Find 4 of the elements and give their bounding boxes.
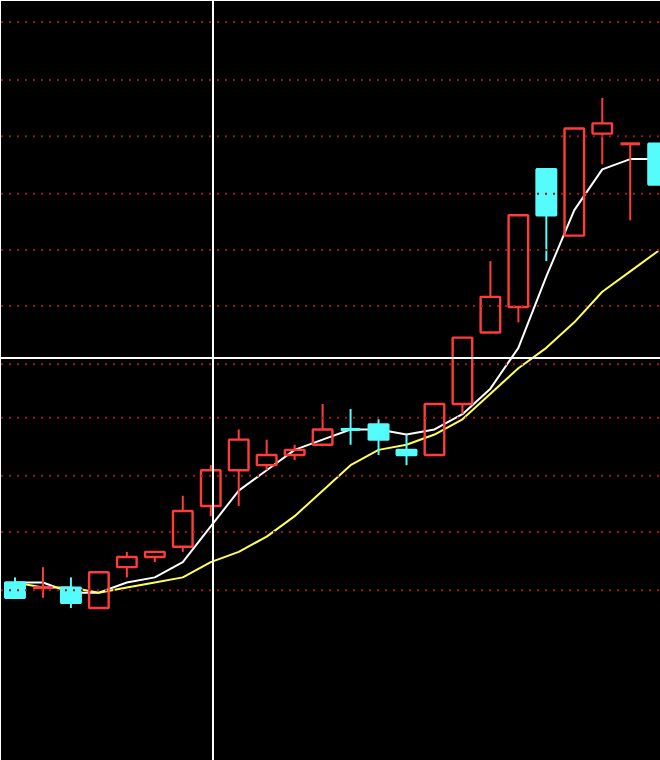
candlestick [395,433,418,467]
candlestick [591,96,614,166]
candlestick [227,428,250,507]
candlestick [339,408,362,446]
